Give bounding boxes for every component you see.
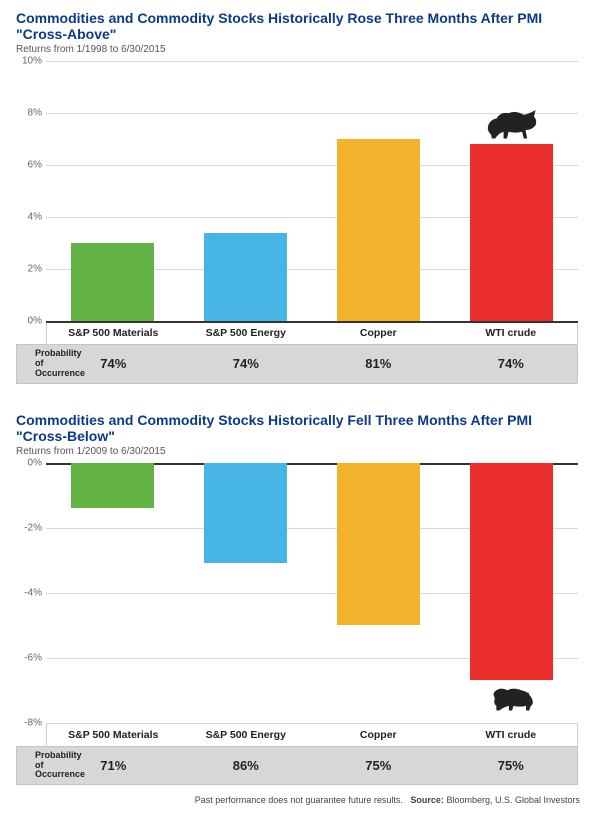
bottom-chart: -8%-6%-4%-2%0% (46, 463, 578, 723)
y-tick-label: 10% (22, 56, 42, 67)
probability-row: Probability of Occurrence 71%86%75%75% (16, 746, 578, 786)
probability-value: 74% (47, 345, 180, 383)
footer: Past performance does not guarantee futu… (0, 785, 600, 817)
chart-title: Commodities and Commodity Stocks Histori… (16, 10, 584, 42)
bar (71, 463, 153, 509)
bar (71, 243, 153, 321)
probability-value: 75% (312, 747, 445, 785)
disclaimer: Past performance does not guarantee futu… (195, 795, 403, 805)
chart-title: Commodities and Commodity Stocks Histori… (16, 412, 584, 444)
bar (470, 463, 552, 681)
probability-value: 81% (312, 345, 445, 383)
y-tick-label: -6% (24, 652, 42, 663)
gridline (46, 321, 578, 323)
probability-value: 74% (445, 345, 578, 383)
category-label: Copper (312, 322, 445, 344)
category-label: S&P 500 Energy (180, 724, 313, 746)
bar (204, 463, 286, 564)
category-label: WTI crude (445, 724, 578, 746)
category-label: Copper (312, 724, 445, 746)
chart-subtitle: Returns from 1/1998 to 6/30/2015 (16, 44, 584, 55)
probability-value: 74% (180, 345, 313, 383)
y-tick-label: 0% (28, 457, 42, 468)
y-tick-label: -4% (24, 587, 42, 598)
probability-value: 86% (180, 747, 313, 785)
bar (470, 144, 552, 321)
bottom-panel: Commodities and Commodity Stocks Histori… (0, 402, 600, 786)
y-tick-label: 6% (28, 160, 42, 171)
category-row: S&P 500 MaterialsS&P 500 EnergyCopperWTI… (46, 321, 578, 344)
bull-icon (485, 108, 539, 147)
category-label: S&P 500 Materials (47, 724, 180, 746)
category-row: S&P 500 MaterialsS&P 500 EnergyCopperWTI… (46, 723, 578, 746)
category-label: S&P 500 Materials (47, 322, 180, 344)
y-tick-label: -2% (24, 522, 42, 533)
probability-value: 75% (445, 747, 578, 785)
probability-row: Probability of Occurrence 74%74%81%74% (16, 344, 578, 384)
category-label: WTI crude (445, 322, 578, 344)
bar (204, 233, 286, 321)
y-tick-label: 8% (28, 108, 42, 119)
source-label: Source: (410, 795, 444, 805)
category-label: S&P 500 Energy (180, 322, 313, 344)
y-tick-label: -8% (24, 717, 42, 728)
y-tick-label: 0% (28, 316, 42, 327)
bar (337, 463, 419, 626)
y-tick-label: 4% (28, 212, 42, 223)
y-tick-label: 2% (28, 264, 42, 275)
bar (337, 139, 419, 321)
probability-value: 71% (47, 747, 180, 785)
source-text: Bloomberg, U.S. Global Investors (446, 795, 580, 805)
bear-icon (487, 682, 537, 719)
top-chart: 0%2%4%6%8%10% (46, 61, 578, 321)
gridline (46, 723, 578, 724)
top-panel: Commodities and Commodity Stocks Histori… (0, 0, 600, 384)
chart-subtitle: Returns from 1/2009 to 6/30/2015 (16, 446, 584, 457)
